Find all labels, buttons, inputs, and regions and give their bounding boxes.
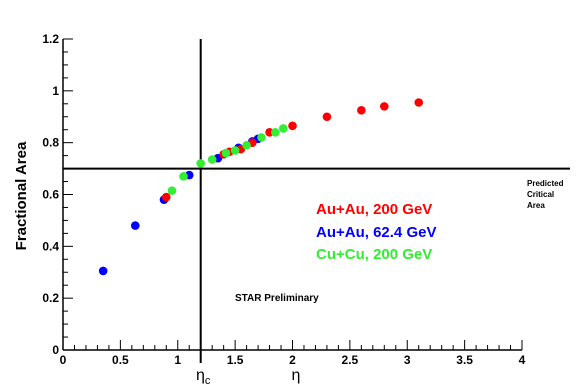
eta-c-label: ηc <box>196 367 211 385</box>
area-label: Area <box>527 201 545 210</box>
y-axis-label: Fractional Area <box>13 141 30 250</box>
data-point <box>380 102 389 111</box>
data-point <box>270 128 280 137</box>
data-point <box>196 159 205 168</box>
x-tick-label: 2.5 <box>342 353 359 367</box>
data-point <box>414 98 424 107</box>
data-points <box>98 98 424 276</box>
preliminary-label: STAR Preliminary <box>235 293 319 304</box>
x-axis-label: η <box>292 367 301 384</box>
y-tick-label: 0.6 <box>42 188 59 202</box>
data-point <box>98 266 108 276</box>
x-tick-label: 1.5 <box>227 353 244 367</box>
data-point <box>130 221 140 230</box>
predicted-label: Predicted <box>527 179 564 188</box>
x-tick-label: 3.5 <box>456 353 473 367</box>
data-point <box>230 146 240 155</box>
data-point <box>357 105 366 115</box>
data-point <box>322 112 332 122</box>
data-point <box>179 172 188 181</box>
data-point <box>161 192 171 202</box>
reference-lines <box>63 39 570 363</box>
x-tick-label: 2 <box>289 353 296 367</box>
y-tick-label: 0.2 <box>42 291 59 305</box>
x-tick-label: 0 <box>60 353 67 367</box>
critical-label: Critical <box>527 190 554 199</box>
data-point <box>167 186 177 195</box>
x-tick-label: 4 <box>519 353 526 367</box>
data-point <box>279 124 288 133</box>
data-point <box>207 155 217 164</box>
legend-entry-cu-cu-200: Cu+Cu, 200 GeV <box>316 246 432 263</box>
data-point <box>288 121 297 131</box>
y-tick-label: 0 <box>52 343 59 357</box>
y-tick-label: 0.8 <box>42 136 59 150</box>
data-point <box>242 140 251 150</box>
y-ticks: 0 0.2 0.4 0.6 0.8 1 1.2 <box>42 32 73 357</box>
legend-entry-au-au-62: Au+Au, 62.4 GeV <box>316 224 436 241</box>
x-tick-label: 3 <box>404 353 411 367</box>
x-ticks: 0 0.5 1 1.5 2 2.5 3 3.5 4 <box>60 340 526 367</box>
data-point <box>221 148 231 158</box>
x-tick-label: 0.5 <box>112 353 129 367</box>
y-tick-label: 1 <box>52 84 59 98</box>
y-tick-label: 1.2 <box>42 32 59 46</box>
legend-entry-au-au-200: Au+Au, 200 GeV <box>316 201 432 218</box>
x-tick-label: 1 <box>174 353 181 367</box>
data-point <box>257 133 266 142</box>
y-tick-label: 0.4 <box>42 239 59 253</box>
